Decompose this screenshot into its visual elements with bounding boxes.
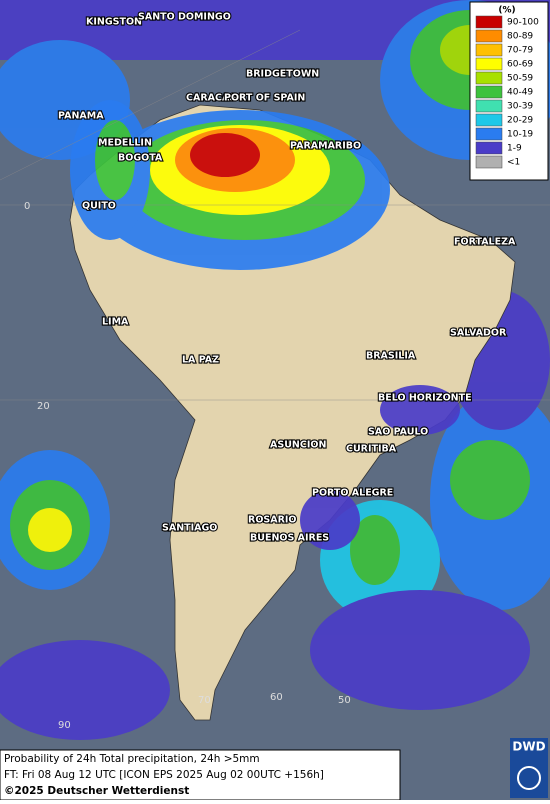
city-label: PARAMARIBO — [290, 141, 361, 152]
legend-label: 80-89 — [507, 32, 533, 42]
legend-label: 30-39 — [507, 102, 533, 112]
city-label: BRIDGETOWN — [246, 69, 319, 80]
city-label: BRASILIA — [366, 351, 416, 362]
graticule — [0, 29, 550, 401]
legend-label: 10-19 — [507, 130, 533, 140]
city-label: PANAMA — [58, 111, 104, 122]
city-label: QUITO — [82, 201, 116, 212]
legend-label: 40-49 — [507, 88, 533, 98]
city-label: CURITIBA — [346, 444, 397, 455]
legend-swatch — [475, 85, 503, 99]
city-label: SANTO DOMINGO — [138, 12, 231, 23]
legend-label: 20-29 — [507, 116, 533, 126]
city-label: ASUNCION — [270, 440, 326, 451]
footer-box — [0, 749, 401, 801]
footer-line1: Probability of 24h Total precipitation, … — [4, 753, 260, 765]
city-label: SAO PAULO — [368, 427, 428, 438]
city-label: PORTO ALEGRE — [312, 488, 393, 499]
legend-swatch — [475, 141, 503, 155]
grid-label: 60 — [270, 692, 283, 703]
footer-copyright: ©2025 Deutscher Wetterdienst — [4, 785, 189, 797]
logo-text: DWD — [512, 740, 545, 754]
legend-swatch — [475, 57, 503, 71]
city-label: BUENOS AIRES — [250, 533, 329, 544]
city-label: BOGOTA — [118, 153, 163, 164]
city-label: LIMA — [102, 317, 129, 328]
legend-label: 90-100 — [507, 18, 539, 28]
legend-label: 70-79 — [507, 46, 533, 56]
legend-swatch — [475, 99, 503, 113]
legend-title: (%) — [498, 6, 515, 16]
city-label: MEDELLIN — [98, 138, 152, 149]
legend-swatch — [475, 15, 503, 29]
city-label: SANTIAGO — [162, 523, 217, 534]
grid-label: 20 — [37, 401, 50, 412]
logo-icon — [517, 766, 541, 790]
legend-label: <1 — [507, 158, 520, 168]
grid-label: 0 — [24, 201, 30, 212]
legend-label: 50-59 — [507, 74, 533, 84]
precip-land — [70, 100, 460, 550]
city-label: SALVADOR — [450, 328, 507, 339]
legend-label: 1-9 — [507, 144, 522, 154]
grid-label: 70 — [198, 695, 211, 706]
grid-label: 50 — [338, 695, 351, 706]
city-label: CARACAS — [186, 93, 236, 104]
city-label: FORTALEZA — [454, 237, 516, 248]
city-label: BELO HORIZONTE — [378, 393, 472, 404]
city-label: KINGSTON — [86, 17, 142, 28]
city-label: PORT OF SPAIN — [224, 93, 305, 104]
city-label: ROSARIO — [248, 515, 297, 526]
legend-swatch — [475, 113, 503, 127]
footer-line2: FT: Fri 08 Aug 12 UTC [ICON EPS 2025 Aug… — [4, 769, 324, 781]
city-label: LA PAZ — [182, 355, 219, 366]
legend-swatch — [475, 43, 503, 57]
legend-label: 60-69 — [507, 60, 533, 70]
legend-swatch — [475, 29, 503, 43]
grid-label: 90 — [58, 720, 71, 731]
legend-swatch — [475, 71, 503, 85]
legend-swatch — [475, 127, 503, 141]
legend-swatch — [475, 155, 503, 169]
